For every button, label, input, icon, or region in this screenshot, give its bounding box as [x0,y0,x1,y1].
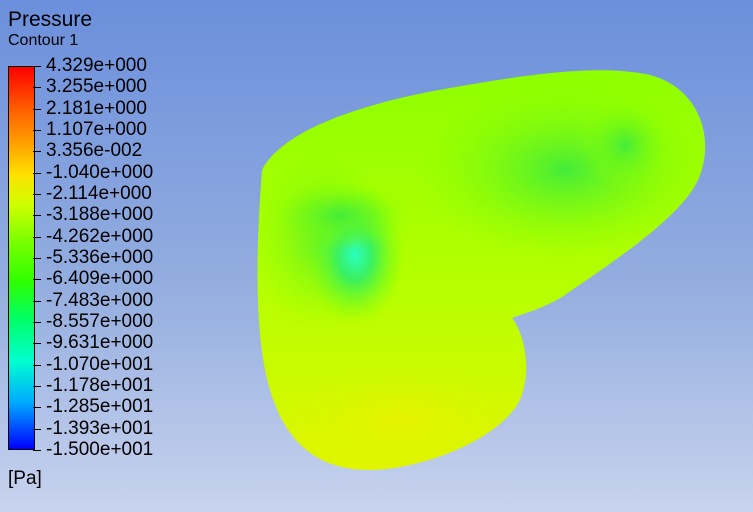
color-scale-tick [33,130,41,131]
color-scale-tick [33,365,41,366]
color-scale-label: -8.557e+000 [46,311,154,332]
color-scale-tick [33,194,41,195]
color-scale-tick [33,386,41,387]
color-scale-tick [33,237,41,238]
legend-subtitle: Contour 1 [8,32,79,49]
color-scale-tick [33,279,41,280]
color-scale-label: 4.329e+000 [46,55,147,76]
color-scale-tick [33,322,41,323]
color-scale-tick [33,173,41,174]
unit-label: [Pa] [8,468,42,489]
color-scale-tick [33,151,41,152]
color-scale-label: -1.070e+001 [46,354,154,375]
color-scale-label: -1.500e+001 [46,439,154,460]
color-scale-label: -5.336e+000 [46,247,154,268]
color-scale-label: -7.483e+000 [46,290,154,311]
color-scale-label: 3.356e-002 [46,140,143,161]
color-scale-label: -4.262e+000 [46,226,154,247]
color-scale-label: -3.188e+000 [46,204,154,225]
color-scale-label: 2.181e+000 [46,98,147,119]
color-scale-tick [33,109,41,110]
color-scale-tick [33,429,41,430]
color-scale-label: -1.393e+001 [46,418,154,439]
color-scale-label: -1.178e+001 [46,375,154,396]
color-scale-label: 1.107e+000 [46,119,147,140]
color-scale-tick [33,258,41,259]
color-scale-tick [33,450,41,451]
color-scale-tick [33,407,41,408]
color-scale-label: -1.040e+000 [46,162,154,183]
color-scale-tick [33,215,41,216]
color-scale-label: 3.255e+000 [46,76,147,97]
color-scale-label: -2.114e+000 [46,183,152,204]
color-scale-label: -1.285e+001 [46,396,154,417]
color-scale-tick [33,301,41,302]
color-scale-tick [33,343,41,344]
color-scale-label: -9.631e+000 [46,332,154,353]
color-scale-tick [33,66,41,67]
color-scale-tick [33,87,41,88]
color-scale-label: -6.409e+000 [46,268,154,289]
color-scale-ticks [33,66,41,451]
color-scale-bar [8,66,35,450]
legend-title: Pressure [8,8,93,31]
